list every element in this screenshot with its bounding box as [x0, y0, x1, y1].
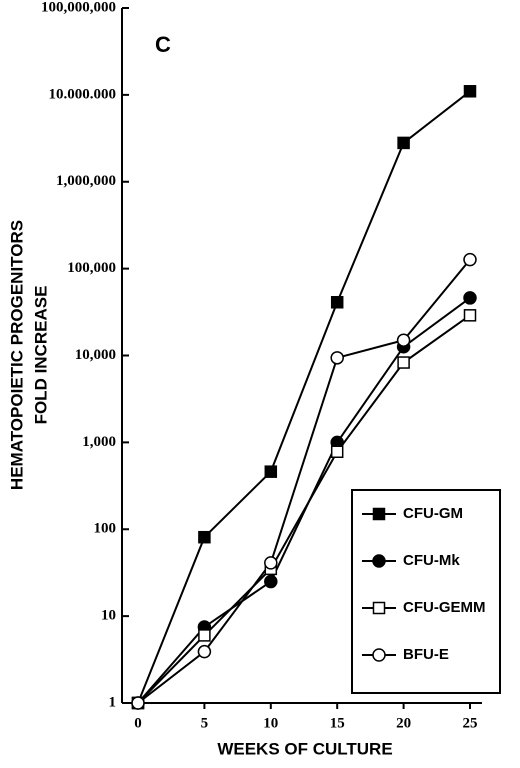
- y-tick-label: 10,000: [75, 347, 116, 363]
- y-tick-label: 1: [109, 694, 117, 710]
- data-point: [330, 351, 344, 365]
- data-point: [264, 556, 278, 570]
- data-point: [198, 530, 211, 544]
- data-point: [264, 465, 278, 478]
- data-point: [197, 644, 212, 659]
- data-point: [198, 629, 211, 642]
- x-tick-label: 15: [330, 715, 345, 731]
- series-line: [137, 258, 471, 704]
- y-axis-label: HEMATOPOIETIC PROGENITORS: [7, 220, 26, 490]
- data-point: [463, 85, 477, 98]
- x-tick-label: 20: [396, 715, 411, 731]
- legend-label: BFU-E: [403, 646, 449, 663]
- y-axis-label: FOLD INCREASE: [31, 286, 50, 425]
- x-tick-label: 25: [463, 715, 478, 731]
- data-point: [463, 252, 477, 267]
- data-point: [396, 333, 411, 347]
- data-point: [330, 445, 344, 458]
- y-tick-label: 10: [101, 608, 116, 624]
- legend-label: CFU-GEMM: [403, 599, 486, 616]
- legend-label: CFU-Mk: [403, 552, 460, 569]
- y-tick-label: 100: [94, 521, 117, 537]
- legend-marker: [372, 554, 386, 568]
- data-point: [330, 296, 344, 309]
- y-tick-label: 100,000: [67, 260, 116, 276]
- y-tick-label: 1,000,000: [56, 173, 116, 189]
- data-point: [131, 696, 145, 710]
- x-tick-label: 5: [201, 715, 209, 731]
- chart-title: C: [155, 32, 171, 57]
- legend-marker: [372, 601, 386, 615]
- x-axis-label: WEEKS OF CULTURE: [217, 739, 392, 758]
- legend-marker: [372, 507, 386, 521]
- series-line: [137, 314, 471, 704]
- legend-marker: [372, 648, 386, 662]
- data-point: [264, 574, 278, 589]
- data-point: [463, 309, 477, 322]
- data-point: [397, 136, 410, 150]
- y-tick-label: 1,000: [82, 434, 116, 450]
- data-point: [463, 291, 477, 305]
- y-tick-label: 100,000,000: [41, 0, 116, 15]
- y-tick-label: 10.000.000: [49, 86, 117, 102]
- series-line: [137, 90, 471, 704]
- x-tick-label: 0: [134, 715, 142, 731]
- legend-label: CFU-GM: [403, 505, 463, 522]
- x-tick-label: 10: [263, 715, 278, 731]
- data-point: [397, 356, 410, 369]
